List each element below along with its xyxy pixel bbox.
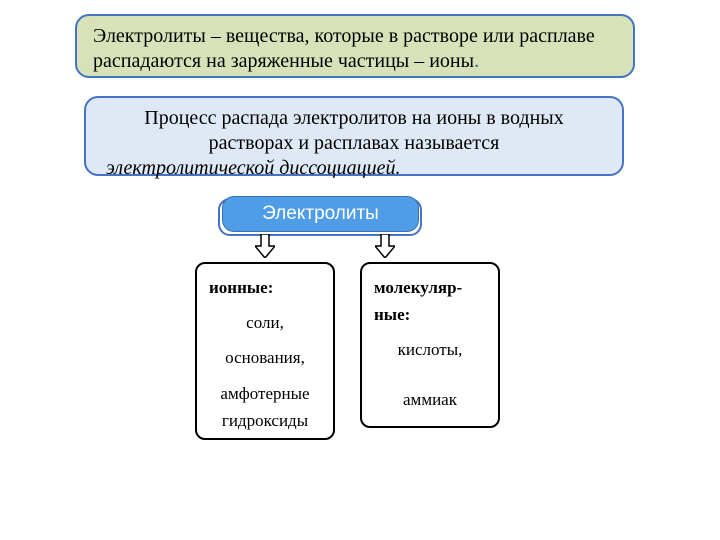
def2-line2: растворах и расплавах называется bbox=[102, 131, 606, 156]
header-chip: Электролиты bbox=[222, 196, 419, 232]
list-item: соли, bbox=[203, 309, 327, 336]
branch-molecular-items: кислоты, аммиак bbox=[368, 336, 492, 412]
branch-box-ionic: ионные: соли, основания, амфотерные гидрок… bbox=[195, 262, 335, 440]
list-item: амфотерные гидроксиды bbox=[203, 380, 327, 434]
arrow-down-left-icon bbox=[255, 234, 275, 258]
header-chip-label: Электролиты bbox=[262, 203, 379, 225]
list-item: кислоты, bbox=[368, 336, 492, 363]
arrow-down-right-icon bbox=[375, 234, 395, 258]
def2-line1: Процесс распада электролитов на ионы в в… bbox=[102, 106, 606, 131]
def1-lead: Электролиты bbox=[93, 25, 206, 47]
list-item: аммиак bbox=[368, 386, 492, 413]
branch-box-molecular: молекуляр-ные: кислоты, аммиак bbox=[360, 262, 500, 428]
def2-emphasis: электролитической диссоциацией. bbox=[102, 156, 606, 181]
branch-molecular-title: молекуляр-ные: bbox=[368, 274, 492, 328]
definition-box-1: Электролиты – вещества, которые в раство… bbox=[75, 14, 635, 78]
branch-ionic-title: ионные: bbox=[203, 274, 327, 301]
branch-ionic-items: соли, основания, амфотерные гидроксиды bbox=[203, 309, 327, 434]
definition-box-2: Процесс распада электролитов на ионы в в… bbox=[84, 96, 624, 176]
def1-period: . bbox=[474, 50, 479, 72]
list-item: основания, bbox=[203, 344, 327, 371]
